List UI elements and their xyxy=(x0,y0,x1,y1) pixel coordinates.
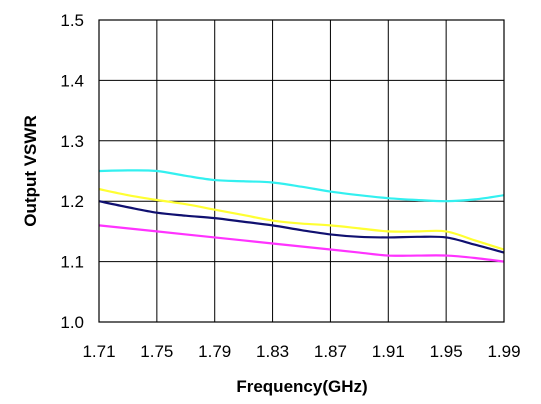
x-tick-label: 1.71 xyxy=(82,342,115,361)
x-tick-label: 1.87 xyxy=(314,342,347,361)
series-line-4 xyxy=(98,224,505,263)
x-tick-label: 1.75 xyxy=(140,342,173,361)
x-axis-title: Frequency(GHz) xyxy=(236,377,367,396)
y-tick-label: 1.4 xyxy=(60,71,84,90)
x-tick-label: 1.83 xyxy=(256,342,289,361)
y-tick-label: 1.5 xyxy=(60,11,84,30)
series-line-3 xyxy=(98,200,505,254)
plot-area-border xyxy=(98,19,505,323)
y-tick-label: 1.1 xyxy=(60,253,84,272)
x-tick-label: 1.91 xyxy=(372,342,405,361)
series-line-2 xyxy=(98,188,505,251)
y-tick-label: 1.2 xyxy=(60,192,84,211)
y-tick-labels: 1.0 1.1 1.2 1.3 1.4 1.5 xyxy=(60,11,84,332)
y-axis-title: Output VSWR xyxy=(21,115,40,226)
x-tick-label: 1.79 xyxy=(198,342,231,361)
x-tick-labels: 1.71 1.75 1.79 1.83 1.87 1.91 1.95 1.99 xyxy=(82,342,520,361)
series-lines xyxy=(98,169,505,263)
y-tick-label: 1.0 xyxy=(60,313,84,332)
series-line-1 xyxy=(98,169,505,203)
x-tick-label: 1.99 xyxy=(487,342,520,361)
y-tick-label: 1.3 xyxy=(60,132,84,151)
x-tick-label: 1.95 xyxy=(430,342,463,361)
